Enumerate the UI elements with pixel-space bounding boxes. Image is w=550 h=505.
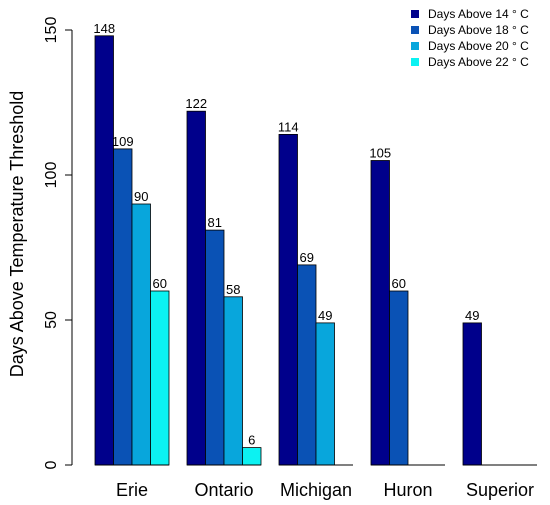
legend-swatch <box>411 10 419 18</box>
bar-superior-series-1 <box>462 322 482 466</box>
data-labels: 148 109 90 60 122 81 58 6 114 69 49 105 60 49 <box>93 21 479 448</box>
bar-ontario-series-1 <box>186 110 206 466</box>
legend-label: Days Above 22 ° C <box>428 55 529 69</box>
legend-label: Days Above 18 ° C <box>428 23 529 37</box>
bar-erie-series-1 <box>94 35 114 466</box>
data-label: 81 <box>208 215 222 230</box>
data-label: 69 <box>300 250 314 265</box>
bar-erie-series-2 <box>113 148 133 466</box>
legend-swatch <box>411 58 419 66</box>
data-label: 49 <box>318 308 332 323</box>
legend-swatch <box>411 26 419 34</box>
category-label: Erie <box>116 480 148 500</box>
category-label: Superior <box>466 480 534 500</box>
bar-ontario-series-4 <box>242 447 262 466</box>
data-label: 114 <box>278 119 299 134</box>
data-label: 49 <box>465 308 479 323</box>
y-tick-label: 150 <box>43 17 60 44</box>
data-label: 122 <box>185 96 207 111</box>
bar-michigan-series-1 <box>278 133 298 466</box>
data-label: 109 <box>112 134 134 149</box>
legend: Days Above 14 ° C Days Above 18 ° C Days A… <box>411 7 529 69</box>
bar-huron-series-2 <box>389 290 409 466</box>
category-label: Huron <box>383 480 432 500</box>
bar-michigan-series-3 <box>315 322 335 466</box>
legend-label: Days Above 14 ° C <box>428 7 529 21</box>
data-label: 60 <box>153 276 167 291</box>
data-label: 148 <box>93 21 115 36</box>
category-label: Ontario <box>194 480 253 500</box>
bar-erie-series-4 <box>150 290 170 466</box>
y-axis: 0 50 100 150 <box>43 17 73 469</box>
y-axis-label: Days Above Temperature Threshold <box>7 91 27 378</box>
bars <box>94 35 482 466</box>
data-label: 60 <box>392 276 406 291</box>
data-label: 90 <box>134 189 148 204</box>
legend-swatch <box>411 42 419 50</box>
y-tick-label: 0 <box>43 460 60 469</box>
category-label: Michigan <box>280 480 352 500</box>
data-label: 105 <box>369 146 391 161</box>
y-tick-label: 50 <box>43 311 60 329</box>
bar-erie-series-3 <box>131 203 151 466</box>
category-labels: Erie Ontario Michigan Huron Superior <box>116 480 534 500</box>
bar-huron-series-1 <box>370 160 390 466</box>
legend-label: Days Above 20 ° C <box>428 39 529 53</box>
data-label: 6 <box>248 433 255 448</box>
data-label: 58 <box>226 282 240 297</box>
bar-michigan-series-2 <box>297 264 317 466</box>
bar-ontario-series-2 <box>205 229 225 466</box>
bar-ontario-series-3 <box>223 296 243 466</box>
y-tick-label: 100 <box>43 162 60 189</box>
